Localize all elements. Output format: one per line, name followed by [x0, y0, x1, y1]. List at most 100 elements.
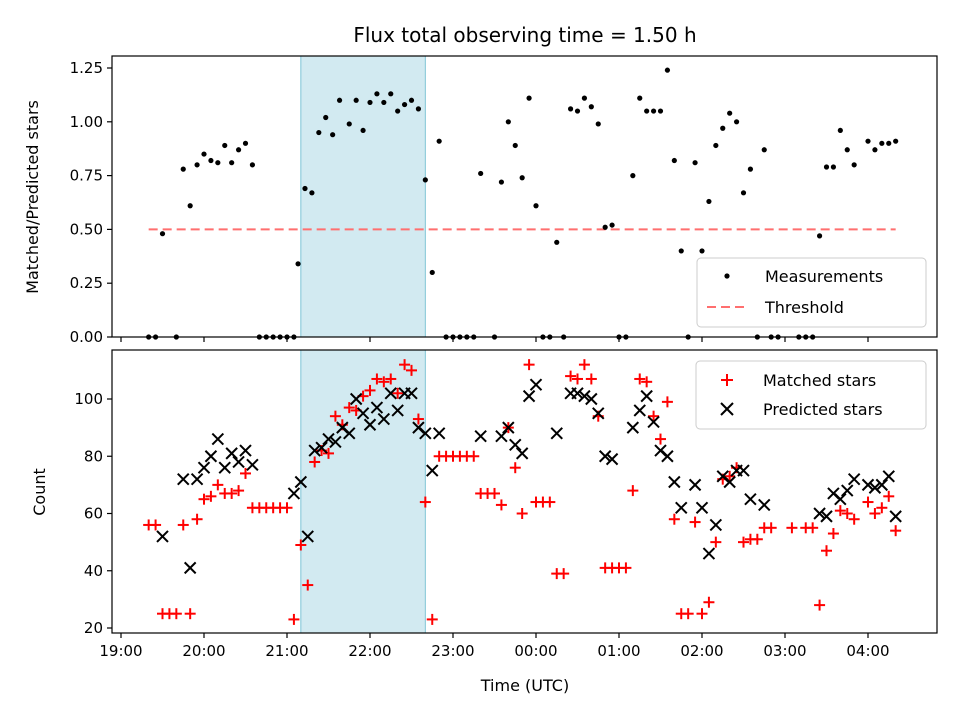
matched-star-point: [406, 364, 417, 376]
measurement-point: [395, 108, 401, 114]
top-legend: Measurements Threshold: [696, 257, 927, 328]
matched-star-point: [869, 508, 881, 519]
measurement-point: [215, 160, 221, 166]
matched-star-point: [412, 413, 424, 425]
x-tick-label: 20:00: [182, 642, 225, 660]
predicted-star-point: [661, 450, 674, 463]
predicted-star-point: [287, 487, 301, 500]
matched-star-point: [212, 479, 224, 491]
matched-star-point: [558, 568, 570, 580]
measurement-point: [374, 91, 380, 97]
legend-matched-marker: [721, 374, 733, 386]
measurement-point: [242, 140, 249, 146]
predicted-star-point: [377, 412, 391, 426]
matched-star-point: [578, 359, 590, 371]
measurement-point: [581, 95, 588, 101]
measurement-point: [879, 140, 885, 146]
predicted-star-point: [239, 444, 252, 457]
measurement-point: [830, 164, 837, 170]
measurement-point: [533, 203, 539, 209]
measurement-point: [316, 129, 322, 136]
measurement-point: [235, 147, 242, 153]
x-tick-label: 02:00: [680, 642, 723, 660]
measurement-point: [436, 138, 442, 144]
matched-star-point: [890, 525, 902, 537]
matched-star-point: [668, 513, 680, 525]
matched-star-point: [834, 505, 846, 517]
matched-star-point: [634, 373, 646, 385]
matched-star-point: [807, 522, 819, 534]
measurement-point: [422, 177, 428, 183]
legend-predicted-marker: [720, 402, 734, 416]
measurement-point: [595, 121, 601, 127]
chart-title: Flux total observing time = 1.50 h: [353, 23, 696, 47]
measurement-point: [844, 147, 850, 153]
matched-star-point: [198, 493, 210, 505]
matched-star-point: [426, 613, 438, 625]
matched-star-point: [399, 359, 411, 371]
predicted-star-point: [384, 387, 397, 400]
measurement-point: [187, 203, 193, 209]
predicted-star-point: [626, 421, 640, 434]
matched-star-point: [627, 485, 639, 497]
predicted-star-point: [675, 501, 688, 514]
measurement-point: [664, 67, 671, 73]
matched-star-point: [814, 599, 826, 611]
measurement-point: [727, 110, 733, 116]
measurement-point: [872, 147, 878, 153]
measurement-point: [498, 179, 505, 185]
measurement-point: [893, 138, 899, 144]
predicted-star-point: [509, 438, 522, 452]
measurement-point: [429, 269, 435, 276]
measurement-point: [159, 231, 166, 237]
measurement-point: [222, 142, 228, 149]
measurement-point: [302, 185, 308, 192]
matched-star-point: [495, 499, 507, 511]
measurement-point: [512, 142, 518, 149]
matched-star-points: [143, 359, 902, 625]
x-tick-label: 21:00: [265, 642, 308, 660]
predicted-star-point: [211, 432, 225, 446]
matched-star-point: [392, 387, 404, 399]
predicted-star-point: [301, 530, 314, 543]
predicted-star-point: [204, 450, 218, 463]
predicted-star-point: [343, 427, 356, 440]
predicted-star-point: [889, 510, 902, 523]
predicted-star-point: [571, 387, 584, 400]
predicted-star-point: [322, 432, 335, 446]
measurement-point: [346, 121, 352, 127]
predicted-star-point: [550, 427, 563, 440]
matched-star-point: [827, 528, 839, 540]
matched-star-point: [682, 608, 694, 620]
matched-star-point: [385, 373, 397, 385]
matched-star-point: [572, 373, 583, 385]
predicted-star-point: [515, 447, 529, 460]
matched-star-point: [724, 470, 736, 482]
matched-star-point: [876, 502, 888, 514]
matched-star-point: [191, 513, 203, 525]
predicted-star-point: [868, 481, 882, 494]
predicted-star-point: [356, 407, 370, 420]
measurement-point: [249, 162, 256, 168]
matched-star-point: [765, 522, 777, 534]
bottom-y-ticks: 20 40 60 80 100: [74, 390, 112, 637]
measurement-point: [330, 132, 336, 138]
measurement-point: [699, 248, 705, 254]
measurement-point: [740, 190, 747, 196]
bottom-y-tick-label: 40: [84, 562, 103, 580]
predicted-star-point: [847, 472, 861, 486]
measurement-point: [336, 97, 343, 103]
legend-predicted-label: Predicted stars: [763, 400, 883, 419]
predicted-star-point: [308, 444, 321, 457]
measurement-point: [295, 261, 301, 267]
top-shaded-span: [300, 55, 426, 338]
predicted-star-point: [426, 464, 439, 477]
predicted-star-point: [502, 421, 515, 434]
predicted-star-points: [156, 378, 902, 575]
predicted-star-point: [294, 475, 308, 489]
predicted-star-point: [737, 464, 750, 477]
predicted-star-point: [875, 478, 889, 492]
predicted-star-point: [363, 418, 377, 431]
matched-star-point: [883, 490, 895, 502]
